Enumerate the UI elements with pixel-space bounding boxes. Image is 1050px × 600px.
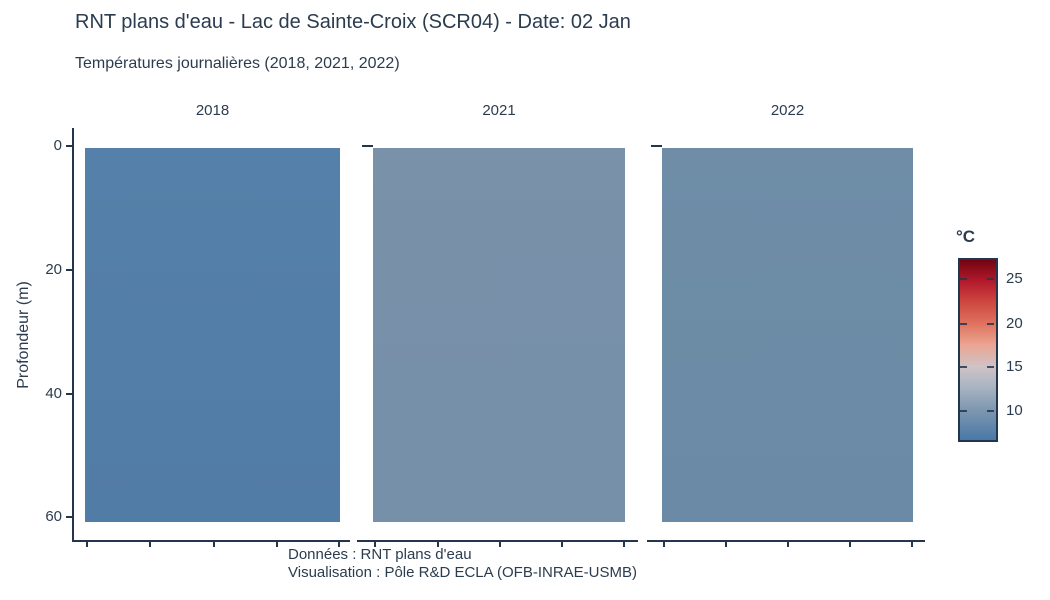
x-axis-tick [499, 542, 501, 547]
x-axis-line-2021 [357, 540, 638, 542]
y-axis-tick-label: 0 [53, 137, 62, 154]
x-axis-tick [437, 542, 439, 547]
heatmap-tile-2018 [85, 148, 340, 522]
x-axis-tick [911, 542, 913, 547]
x-axis-tick [213, 542, 215, 547]
page-subtitle: Températures journalières (2018, 2021, 2… [75, 55, 400, 72]
x-axis-tick [787, 542, 789, 547]
legend-tick-label: 10 [1006, 402, 1023, 419]
x-axis-tick [149, 542, 151, 547]
y-axis-tick [66, 269, 73, 271]
y-axis-tick-label: 20 [45, 261, 62, 278]
legend-tick [960, 410, 967, 412]
page-title: RNT plans d'eau - Lac de Sainte-Croix (S… [75, 11, 631, 33]
x-axis-line-2018 [73, 540, 350, 542]
legend-tick-label: 15 [1006, 358, 1023, 375]
facet-strip-2022: 2022 [770, 102, 805, 119]
legend-tick-label: 25 [1006, 270, 1023, 287]
x-axis-tick [561, 542, 563, 547]
y-axis-line [72, 128, 74, 542]
legend-title: °C [956, 227, 976, 246]
legend-tick [987, 366, 994, 368]
x-axis-tick [86, 542, 88, 547]
heatmap-tile-2021 [373, 148, 625, 522]
legend-tick [960, 366, 967, 368]
x-axis-tick [338, 542, 340, 547]
heatmap-tile-2022 [662, 148, 913, 522]
x-axis-tick [374, 542, 376, 547]
x-axis-line-2022 [647, 540, 925, 542]
caption-data-source: Données : RNT plans d'eau [288, 546, 472, 563]
y-axis-tick [66, 393, 73, 395]
legend-tick-label: 20 [1006, 315, 1023, 332]
facet-y0-tick [651, 145, 662, 147]
facet-strip-2018: 2018 [195, 102, 230, 119]
caption-visualisation: Visualisation : Pôle R&D ECLA (OFB-INRAE… [288, 564, 637, 581]
y-axis-tick-label: 60 [45, 508, 62, 525]
x-axis-tick [623, 542, 625, 547]
legend-tick [987, 410, 994, 412]
x-axis-tick [849, 542, 851, 547]
facet-strip-2021: 2021 [482, 102, 516, 119]
legend-tick [960, 323, 967, 325]
y-axis-tick [66, 145, 73, 147]
legend-colorbar [958, 258, 998, 442]
legend-tick [960, 278, 967, 280]
x-axis-tick [725, 542, 727, 547]
facet-y0-tick [362, 145, 373, 147]
x-axis-tick [663, 542, 665, 547]
x-axis-tick [276, 542, 278, 547]
legend-tick [987, 323, 994, 325]
legend-tick [987, 278, 994, 280]
y-axis-tick-label: 40 [45, 385, 62, 402]
y-axis-tick [66, 516, 73, 518]
